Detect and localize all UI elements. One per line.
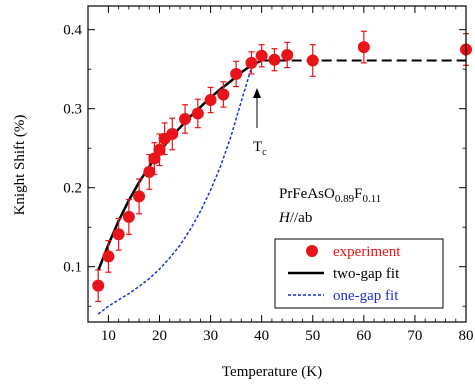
y-tick-label: 0.1: [63, 260, 82, 276]
tc-label-main: T: [253, 139, 262, 155]
compound-sub-2: 0.11: [362, 193, 381, 205]
x-tick-label: 80: [459, 328, 474, 344]
experiment-point: [281, 48, 294, 61]
experiment-point: [102, 250, 115, 263]
x-axis-title: Temperature (K): [222, 364, 322, 380]
one-gap-fit-line: [97, 67, 253, 315]
x-tick-label: 50: [305, 328, 320, 344]
experiment-point: [217, 88, 230, 101]
field-rest: //ab: [290, 210, 313, 226]
experiment-point: [133, 190, 146, 203]
tc-label-subscript: c: [262, 147, 267, 158]
compound-formula: PrFeAsO0.89F0.11: [279, 186, 381, 205]
experiment-point: [306, 54, 319, 67]
legend-marker-experiment: [306, 245, 318, 257]
legend-label-experiment: experiment: [333, 244, 401, 260]
experiment-point: [245, 56, 258, 69]
y-tick-label: 0.2: [63, 181, 82, 197]
legend-label-two-gap: two-gap fit: [333, 266, 400, 282]
x-tick-label: 40: [254, 328, 269, 344]
experiment-point: [179, 112, 192, 125]
experiment-point: [92, 279, 105, 292]
axes-layer: 10 20 30 40 50 60 70 80 0.1 0.2 0.3 0.4: [63, 5, 474, 344]
tc-annotation: Tc: [253, 88, 267, 158]
experiment-point: [268, 53, 281, 66]
experiment-point: [148, 152, 161, 165]
experiment-point: [166, 127, 179, 140]
compound-main: PrFeAsO: [279, 186, 335, 202]
experiment-point: [204, 94, 217, 107]
x-tick-label: 20: [152, 328, 167, 344]
x-tick-label: 70: [407, 328, 422, 344]
x-tick-label: 60: [356, 328, 371, 344]
experiment-point: [112, 228, 125, 241]
compound-mid: F: [354, 186, 362, 202]
x-tick-label: 10: [101, 328, 116, 344]
two-gap-fit-line: [97, 59, 263, 272]
tc-arrow-head: [253, 88, 261, 98]
y-axis-title: Knight Shift (%): [12, 115, 28, 216]
experiment-point: [230, 67, 243, 80]
legend: experiment two-gap fit one-gap fit: [274, 238, 444, 309]
legend-label-one-gap: one-gap fit: [333, 288, 399, 304]
compound-sub-1: 0.89: [335, 193, 355, 205]
y-tick-label: 0.4: [63, 23, 82, 39]
experiment-point: [191, 107, 204, 120]
tc-label: Tc: [253, 139, 267, 158]
field-direction: H//ab: [278, 210, 312, 226]
experiment-point: [153, 143, 166, 156]
y-tick-label: 0.3: [63, 102, 82, 118]
experiment-point: [122, 210, 135, 223]
x-tick-label: 30: [203, 328, 218, 344]
marks-layer: [92, 30, 472, 315]
plot-frame: [87, 5, 467, 323]
experiment-point: [255, 49, 268, 62]
field-italic: H: [278, 210, 291, 226]
experiment-point: [357, 41, 370, 54]
experiment-point: [143, 165, 156, 178]
